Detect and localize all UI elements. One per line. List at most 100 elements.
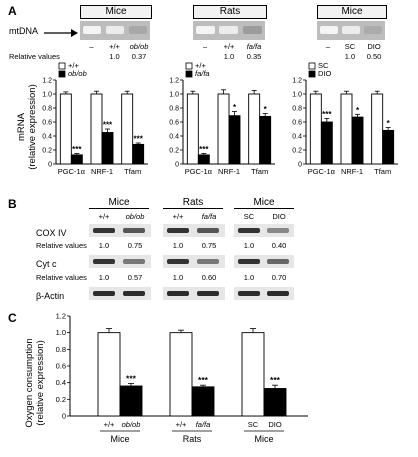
- b-cytc-rv-3b: 0.70: [271, 273, 287, 282]
- chart-a-mice-dio: 0 0.2 0.4 0.6 0.8 1.0 1.2 *** PGC-1α * NRF-1 * Tfam S…: [292, 61, 398, 176]
- a2-legend-swatch-1: [185, 70, 193, 78]
- b-cytc-rv-3a: 1.0: [243, 273, 255, 282]
- a2-sig-1: *: [233, 103, 237, 112]
- a2-sig-0: ***: [199, 145, 209, 154]
- a3-ytick-label-2: 0.4: [292, 134, 302, 141]
- a3-bar-NRF-1-control: [340, 93, 353, 165]
- a1-bar-NRF-1-treated: [101, 132, 114, 165]
- b1-lane-2: ob/ob: [125, 212, 145, 221]
- a3-sig-2: *: [387, 119, 391, 128]
- b-blot-actin-3: [234, 287, 294, 300]
- a2-ytick-label-0: 0: [175, 162, 179, 169]
- a-group-title-3: Mice: [317, 5, 387, 19]
- a2-bar-NRF-1-control: [217, 93, 230, 165]
- a3-xlabel-2: Tfam: [374, 167, 391, 176]
- b-group-title-1: Mice: [89, 197, 149, 209]
- a3-ytick-label-6: 1.2: [292, 78, 302, 85]
- a-group-title-1: Mice: [80, 5, 152, 19]
- panel-letter-c: C: [8, 311, 17, 325]
- c-sig-3: ***: [198, 375, 209, 385]
- b-blot-cytc-1: [89, 255, 151, 268]
- c-xlabel-3: fa/fa: [196, 420, 211, 429]
- b-blot-cox4-1: [89, 224, 151, 237]
- b-cox4-rv-3b: 0.40: [271, 241, 287, 250]
- b-cox4-rv-3a: 1.0: [243, 241, 255, 250]
- a3-legend-swatch-0: [308, 62, 316, 70]
- a1-bar-Tfam-treated: [132, 143, 145, 165]
- a2-xlabel-2: Tfam: [251, 167, 268, 176]
- panel-letter-b: B: [8, 197, 17, 211]
- a2-rv-1: 1.0: [223, 52, 235, 61]
- b-cox4-rv-1a: 1.0: [98, 241, 110, 250]
- a1-sig-2: ***: [133, 135, 143, 144]
- a-ylabel-line1: mRNA: [16, 113, 27, 141]
- a-relative-values-label: Relative values: [9, 52, 60, 61]
- a2-bar-Tfam-control: [248, 93, 261, 165]
- a3-bar-PGC-1α-treated: [320, 121, 333, 165]
- c-ytick-label-6: 1.2: [56, 312, 66, 321]
- b2-lane-2: fa/fa: [201, 212, 217, 221]
- a1-bar-PGC-1α-control: [59, 93, 72, 165]
- c-ytick-label-5: 1.0: [56, 328, 66, 337]
- c-ylabel-line2: (relative expression): [35, 340, 46, 426]
- a3-xlabel-0: PGC-1α: [308, 167, 336, 176]
- a3-bar-Tfam-treated: [382, 129, 395, 165]
- a2-ytick-label-2: 0.4: [169, 134, 179, 141]
- a3-legend-swatch-1: [308, 70, 316, 78]
- a1-legend-swatch-1: [58, 70, 66, 78]
- c-xlabel-4: SC: [248, 420, 259, 429]
- c-group-label-0: Mice: [110, 434, 129, 444]
- a2-xlabel-0: PGC-1α: [185, 167, 213, 176]
- a1-sig-0: ***: [72, 145, 82, 154]
- a3-legend-label-0: SC: [318, 61, 329, 70]
- a1-lane-3: ob/ob: [129, 42, 149, 51]
- b-group-title-2: Rats: [163, 197, 223, 209]
- c-group-label-2: Mice: [254, 434, 273, 444]
- b-blot-cox4-3: [234, 224, 294, 237]
- a1-lane-1: –: [89, 42, 94, 51]
- b-cytc-rv-1b: 0.57: [127, 273, 143, 282]
- a1-ytick-label-6: 1.2: [42, 78, 52, 85]
- b-row-label-actin: β-Actin: [36, 291, 65, 301]
- c-xlabel-0: +/+: [104, 420, 115, 429]
- a2-bar-PGC-1α-control: [186, 93, 199, 165]
- a-ylabel: mRNA (relative expression): [16, 72, 38, 182]
- b-cox4-rv-2b: 0.75: [201, 241, 217, 250]
- a1-xlabel-2: Tfam: [124, 167, 141, 176]
- a1-legend-swatch-0: [58, 62, 66, 70]
- a1-ytick-label-4: 0.8: [42, 106, 52, 113]
- a1-ytick-label-3: 0.6: [42, 120, 52, 127]
- c-xlabel-1: ob/ob: [122, 420, 141, 429]
- c-bar-5: [263, 388, 287, 417]
- a2-xlabel-1: NRF-1: [218, 167, 240, 176]
- a3-bar-Tfam-control: [371, 93, 384, 165]
- b-blot-cytc-3: [234, 255, 294, 268]
- a-ylabel-line2: (relative expression): [27, 84, 38, 170]
- mtdna-label: mtDNA: [9, 26, 38, 36]
- chart-c-oxygen: 0 0.2 0.4 0.6 0.8 1.0 1.2 +/+ *** ob/ob Mice +/+ ***…: [56, 312, 308, 444]
- a1-rv-2: 0.37: [131, 52, 147, 61]
- a2-legend-label-0: +/+: [195, 61, 206, 70]
- a2-bar-Tfam-treated: [259, 115, 272, 165]
- a1-xlabel-0: PGC-1α: [58, 167, 86, 176]
- a3-ytick-label-4: 0.8: [292, 106, 302, 113]
- a2-rv-2: 0.35: [246, 52, 262, 61]
- c-ylabel-line1: Oxygen consumption: [24, 338, 35, 428]
- a3-bar-NRF-1-treated: [351, 116, 364, 165]
- c-ytick-label-2: 0.4: [56, 378, 66, 387]
- a3-rv-1: 1.0: [344, 52, 356, 61]
- a3-rv-2: 0.50: [366, 52, 382, 61]
- b-cytc-rv-2a: 1.0: [172, 273, 184, 282]
- c-xlabel-5: DIO: [268, 420, 282, 429]
- a-gel-3: [317, 21, 385, 40]
- c-ylabel: Oxygen consumption (relative expression): [24, 318, 46, 448]
- a2-lane-1: –: [202, 42, 208, 51]
- a2-ytick-label-5: 1.0: [169, 92, 179, 99]
- c-xlabel-2: +/+: [176, 420, 187, 429]
- b-cox4-rv-2a: 1.0: [172, 241, 184, 250]
- a2-sig-2: *: [264, 105, 268, 114]
- a3-sig-1: *: [356, 106, 360, 115]
- a1-lane-2: +/+: [109, 42, 120, 51]
- a2-lane-3: fa/fa: [246, 42, 262, 51]
